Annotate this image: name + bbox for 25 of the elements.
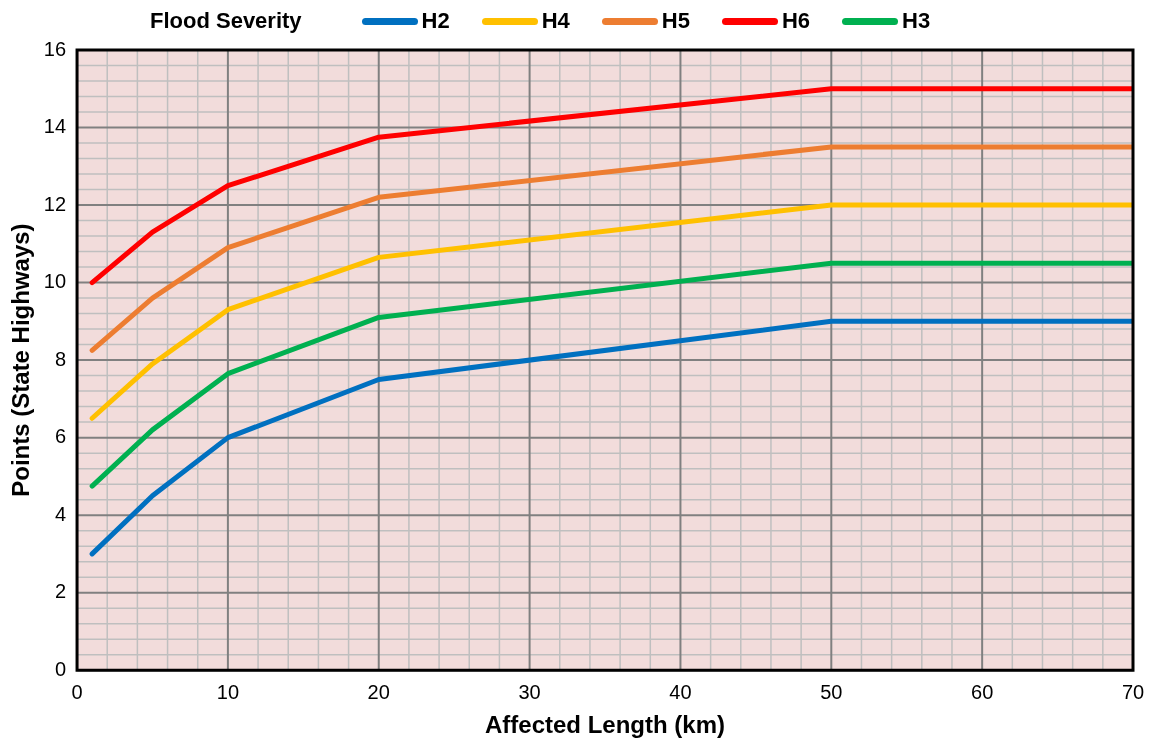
y-tick-label: 12 [43,192,67,215]
x-tick-label: 0 [71,680,83,703]
legend-label: H4 [541,8,570,34]
legend-label: H6 [781,8,811,34]
x-tick-label: 30 [518,680,541,703]
y-tick-label: 0 [54,657,67,680]
y-tick-label: 10 [43,270,67,293]
y-axis-title: Points (State Highways) [7,223,35,497]
x-tick-label: 60 [971,680,994,703]
x-tick-label: 10 [216,680,240,703]
y-tick-label: 16 [43,37,67,60]
legend-label: H5 [661,8,690,34]
legend-label: H2 [421,8,450,34]
x-axis-title: Affected Length (km) [485,711,726,739]
x-tick-label: 50 [820,680,843,703]
y-tick-label: 14 [43,115,67,138]
legend-title: Flood Severity [150,8,302,34]
y-tick-label: 8 [54,347,67,370]
y-tick-label: 4 [54,502,67,525]
legend-label: H3 [902,8,931,34]
y-tick-label: 2 [54,580,67,603]
y-tick-label: 6 [54,425,67,448]
x-tick-label: 40 [669,680,692,703]
x-tick-label: 70 [1121,680,1145,703]
x-tick-label: 20 [367,680,390,703]
